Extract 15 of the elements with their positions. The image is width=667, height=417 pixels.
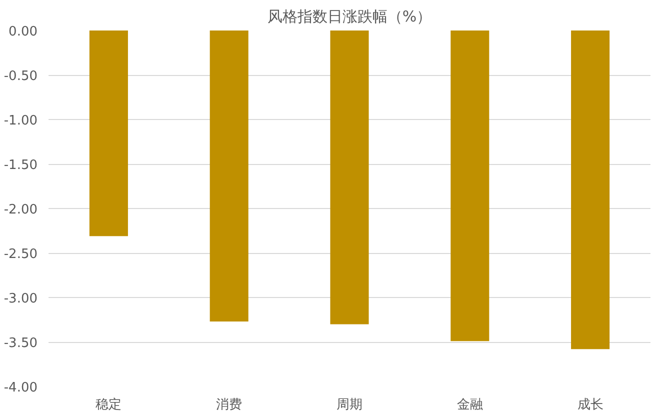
x-tick-label: 周期	[336, 398, 362, 412]
y-tick-label: -2.50	[4, 247, 38, 262]
x-tick-label: 消费	[216, 398, 242, 412]
y-tick-label: -4.00	[4, 380, 38, 396]
y-tick-label: -3.50	[4, 336, 38, 351]
y-tick-label: 0.00	[8, 24, 38, 40]
x-tick-label: 金融	[456, 398, 483, 412]
y-tick-label: -2.00	[4, 202, 38, 218]
chart-title: 风格指数日涨跌幅（%）	[267, 8, 432, 26]
y-tick-label: -0.50	[4, 69, 38, 84]
y-tick-label: -1.50	[4, 158, 38, 173]
y-tick-label: -1.00	[4, 114, 38, 128]
x-tick-label: 稳定	[96, 398, 122, 412]
x-tick-label: 成长	[577, 398, 604, 412]
y-tick-label: -3.00	[4, 292, 38, 306]
